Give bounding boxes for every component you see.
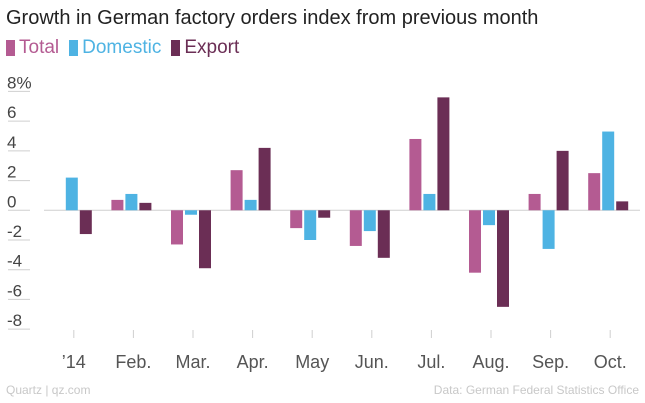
- y-tick-label: 0: [7, 192, 16, 211]
- y-tick-label: 2: [7, 163, 16, 182]
- legend-item-domestic: Domestic: [69, 37, 161, 59]
- legend-swatch-domestic: [69, 40, 79, 56]
- bar-export: [377, 210, 390, 258]
- bar-total: [171, 210, 183, 245]
- bar-domestic: [363, 210, 376, 232]
- y-tick-label: -2: [7, 222, 22, 241]
- bar-total: [349, 210, 362, 246]
- bar-total: [111, 199, 124, 211]
- y-tick-label: -8: [7, 311, 22, 330]
- bar-export: [556, 150, 569, 211]
- bar-domestic: [602, 131, 615, 211]
- x-tick-label: Apr.: [237, 352, 269, 372]
- footer-source-right: Data: German Federal Statistics Office: [433, 383, 639, 397]
- x-tick-label: Oct.: [594, 352, 627, 372]
- bar-domestic: [542, 210, 555, 249]
- y-tick-label: -4: [7, 252, 22, 271]
- bar-domestic: [244, 199, 257, 211]
- x-tick-label: Jun.: [355, 352, 389, 372]
- x-tick-label: Sep.: [532, 352, 569, 372]
- bar-export: [258, 147, 271, 211]
- x-tick-label: ’14: [62, 352, 86, 372]
- y-tick-label: 8%: [7, 73, 32, 92]
- bar-total: [469, 210, 481, 273]
- footer-source-left: Quartz | qz.com: [6, 383, 91, 397]
- bar-domestic: [423, 193, 436, 211]
- bar-export: [497, 210, 509, 307]
- legend-label-total: Total: [19, 37, 60, 58]
- bar-export: [437, 97, 450, 211]
- bar-domestic: [304, 210, 317, 240]
- bar-domestic: [483, 210, 495, 226]
- x-tick-label: Feb.: [115, 352, 151, 372]
- bar-export: [79, 210, 92, 235]
- y-tick-label: -6: [7, 281, 22, 300]
- y-tick-label: 6: [7, 103, 16, 122]
- x-tick-label: Jul.: [417, 352, 445, 372]
- x-tick-label: May: [295, 352, 329, 372]
- chart-title: Growth in German factory orders index fr…: [6, 7, 539, 29]
- bar-total: [528, 193, 541, 211]
- legend-swatch-export: [171, 40, 181, 56]
- bar-export: [139, 202, 152, 211]
- bar-domestic: [185, 210, 197, 215]
- bar-total: [588, 173, 601, 211]
- legend-item-export: Export: [171, 37, 239, 59]
- x-tick-label: Aug.: [472, 352, 509, 372]
- legend: Total Domestic Export: [6, 37, 239, 59]
- bar-export: [199, 210, 211, 269]
- bar-domestic: [125, 193, 138, 211]
- bar-total: [409, 138, 422, 211]
- bar-export: [318, 210, 331, 218]
- legend-item-total: Total: [6, 37, 59, 59]
- bar-total: [290, 210, 303, 229]
- y-tick-label: 4: [7, 133, 16, 152]
- bar-total: [230, 170, 243, 211]
- bar-domestic: [65, 177, 78, 211]
- legend-label-export: Export: [184, 37, 240, 58]
- bar-export: [616, 201, 629, 211]
- x-tick-label: Mar.: [175, 352, 210, 372]
- legend-label-domestic: Domestic: [82, 37, 162, 58]
- legend-swatch-total: [6, 40, 15, 56]
